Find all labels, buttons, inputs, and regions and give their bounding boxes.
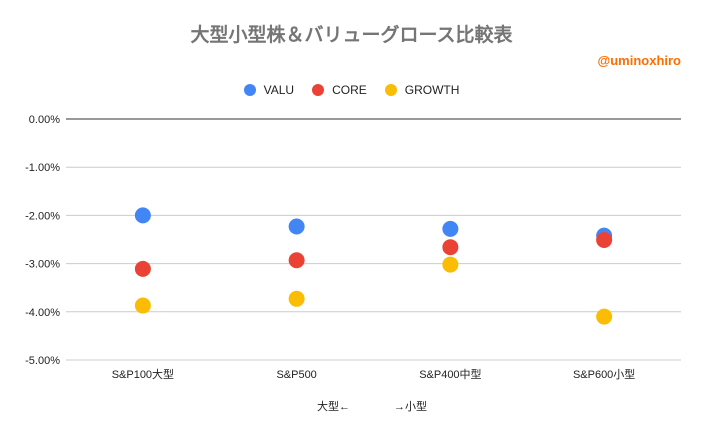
x-tick-label: S&P500	[276, 369, 316, 381]
point-growth	[134, 297, 151, 314]
point-growth	[442, 256, 459, 273]
legend: VALU CORE GROWTH	[0, 83, 703, 97]
point-valu	[442, 220, 459, 237]
point-core	[596, 231, 613, 248]
x-tick-label: S&P400中型	[419, 367, 481, 381]
y-tick-label: -2.00%	[25, 210, 60, 222]
legend-label: CORE	[332, 83, 367, 97]
y-tick-label: -3.00%	[25, 259, 60, 271]
legend-item-valu: VALU	[243, 83, 295, 97]
point-growth	[288, 290, 305, 307]
point-core	[288, 252, 305, 269]
legend-marker-icon	[312, 84, 325, 96]
chart-title: 大型小型株＆バリューグロース比較表	[190, 24, 513, 46]
point-core	[442, 239, 459, 256]
legend-label: GROWTH	[404, 83, 460, 97]
y-tick-label: -1.00%	[25, 162, 60, 174]
point-core	[134, 260, 151, 277]
legend-label: VALU	[263, 83, 295, 97]
y-tick-label: -4.00%	[25, 307, 60, 319]
point-valu	[288, 218, 305, 235]
x-axis-label: 大型← →小型	[317, 399, 427, 413]
legend-item-core: CORE	[312, 83, 367, 97]
credit-annotation: @uminoxhiro	[597, 53, 681, 68]
x-tick-label: S&P600小型	[573, 367, 635, 381]
legend-marker-icon	[243, 84, 256, 96]
x-tick-label: S&P100大型	[112, 367, 174, 381]
point-valu	[134, 207, 151, 224]
legend-item-growth: GROWTH	[384, 83, 460, 97]
point-growth	[596, 308, 613, 325]
legend-marker-icon	[384, 84, 397, 96]
y-tick-label: -5.00%	[25, 355, 60, 367]
y-tick-label: 0.00%	[29, 114, 60, 126]
